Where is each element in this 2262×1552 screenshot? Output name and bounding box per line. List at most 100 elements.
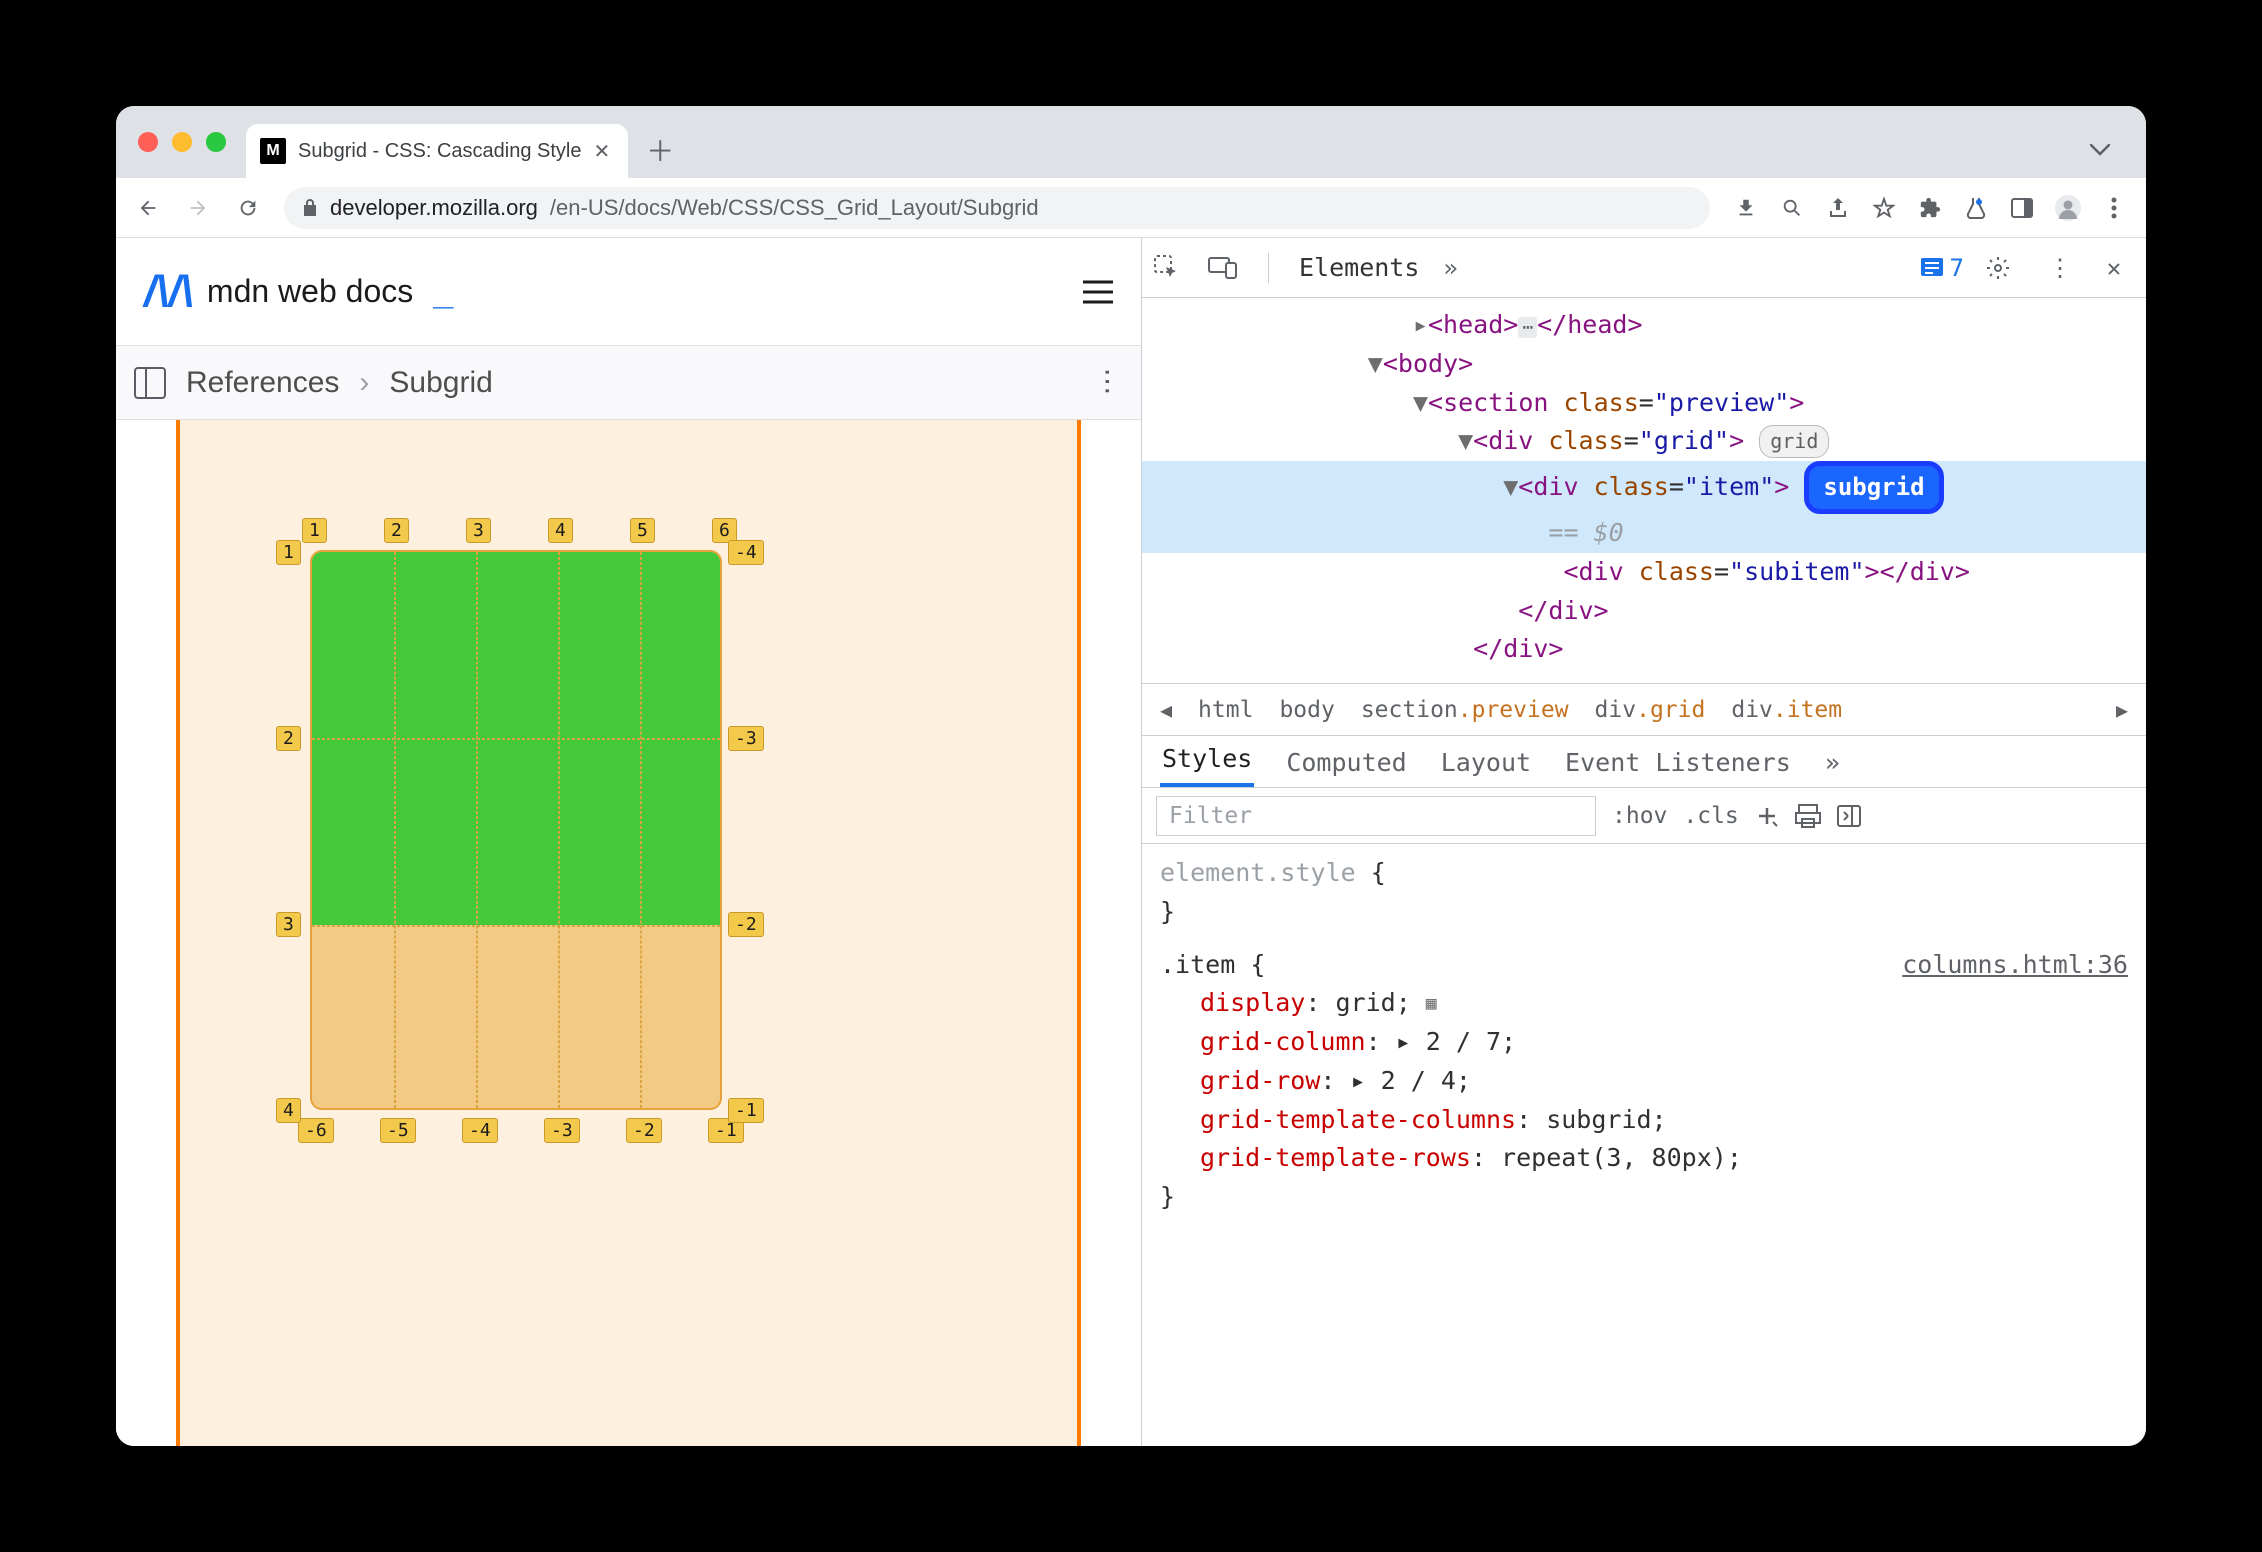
labs-icon[interactable] xyxy=(1954,186,1998,230)
crumb-more-icon[interactable]: ⋯ xyxy=(1092,368,1125,398)
browser-tab[interactable]: M Subgrid - CSS: Cascading Style ✕ xyxy=(246,124,628,178)
styles-tab[interactable]: Styles xyxy=(1160,744,1254,787)
grid-line-label: -2 xyxy=(728,912,764,937)
styles-filter-input[interactable]: Filter xyxy=(1156,796,1596,836)
more-style-tabs-icon[interactable]: » xyxy=(1823,748,1842,787)
url-host: developer.mozilla.org xyxy=(330,195,538,221)
bookmark-icon[interactable] xyxy=(1862,186,1906,230)
elements-tab[interactable]: Elements xyxy=(1289,253,1429,282)
css-declaration[interactable]: grid-template-rows: repeat(3, 80px); xyxy=(1160,1139,2128,1178)
sidebar-toggle-icon[interactable] xyxy=(134,367,166,399)
hov-button[interactable]: :hov xyxy=(1612,803,1667,829)
crumb-subgrid[interactable]: Subgrid xyxy=(389,366,492,400)
dom-breadcrumb[interactable]: ◀ html body section.preview div.grid div… xyxy=(1142,684,2146,736)
computed-sidebar-icon[interactable] xyxy=(1837,805,1861,827)
lock-icon xyxy=(302,198,318,218)
issues-badge[interactable]: 7 xyxy=(1912,251,1972,285)
device-toggle-icon[interactable] xyxy=(1208,257,1248,279)
grid-line-label: -4 xyxy=(728,540,764,565)
computed-tab[interactable]: Computed xyxy=(1284,748,1408,787)
grid-line-label: -1 xyxy=(728,1098,764,1123)
print-media-button[interactable] xyxy=(1795,804,1821,828)
forward-button[interactable] xyxy=(176,186,220,230)
mdn-header: /\/\ mdn web docs _ xyxy=(116,238,1141,346)
back-button[interactable] xyxy=(126,186,170,230)
devtools-menu-icon[interactable]: ⋮ xyxy=(2040,254,2080,282)
css-declaration[interactable]: grid-template-columns: subgrid; xyxy=(1160,1101,2128,1140)
favicon: M xyxy=(260,138,286,164)
tabs-menu-button[interactable] xyxy=(2078,128,2122,172)
zoom-icon[interactable] xyxy=(1770,186,1814,230)
grid-line-label: 5 xyxy=(630,518,655,543)
crumb-html[interactable]: html xyxy=(1198,697,1253,723)
subgrid-badge[interactable]: subgrid xyxy=(1804,461,1943,514)
grid-line-label: 2 xyxy=(276,726,301,751)
toolbar-actions xyxy=(1724,186,2136,230)
grid-line-label: -3 xyxy=(544,1118,580,1143)
sidepanel-icon[interactable] xyxy=(2000,186,2044,230)
grid-item-box xyxy=(310,550,722,1110)
page-pane: /\/\ mdn web docs _ References › Subgrid… xyxy=(116,238,1141,1446)
mdn-logo-text: mdn web docs xyxy=(207,273,413,310)
close-tab-icon[interactable]: ✕ xyxy=(593,139,610,164)
tab-strip: M Subgrid - CSS: Cascading Style ✕ ＋ xyxy=(116,106,2146,178)
grid-line-label: -5 xyxy=(380,1118,416,1143)
menu-icon[interactable] xyxy=(2092,186,2136,230)
new-tab-button[interactable]: ＋ xyxy=(638,128,682,172)
grid-line-label: -3 xyxy=(728,726,764,751)
grid-line-label: -6 xyxy=(298,1118,334,1143)
devtools-panel: Elements » 7 ⋮ ✕ ▸<head>⋯</head> ▼<body>… xyxy=(1141,238,2146,1446)
grid-badge[interactable]: grid xyxy=(1759,425,1829,458)
grid-line-label: 4 xyxy=(548,518,573,543)
mdn-caret: _ xyxy=(433,271,453,313)
crumb-next-icon[interactable]: ▶ xyxy=(2116,698,2128,722)
address-bar[interactable]: developer.mozilla.org/en-US/docs/Web/CSS… xyxy=(284,187,1710,229)
grid-line-label: 1 xyxy=(302,518,327,543)
grid-line-label: 3 xyxy=(276,912,301,937)
extensions-icon[interactable] xyxy=(1908,186,1952,230)
close-devtools-icon[interactable]: ✕ xyxy=(2094,254,2134,282)
more-tabs-icon[interactable]: » xyxy=(1443,254,1457,282)
tab-title: Subgrid - CSS: Cascading Style xyxy=(298,140,581,163)
mdn-logo[interactable]: /\/\ mdn web docs _ xyxy=(144,267,453,317)
crumb-section[interactable]: section.preview xyxy=(1361,697,1569,723)
css-declaration[interactable]: grid-row: ▸ 2 / 4; xyxy=(1160,1062,2128,1101)
dom-tree[interactable]: ▸<head>⋯</head> ▼<body> ▼<section class=… xyxy=(1142,298,2146,684)
minimize-window-button[interactable] xyxy=(172,132,192,152)
source-link[interactable]: columns.html:36 xyxy=(1902,946,2128,985)
inspect-icon[interactable] xyxy=(1154,255,1194,281)
grid-demo: 123456-6-5-4-3-2-11234-4-3-2-1 xyxy=(116,420,1141,1446)
reload-button[interactable] xyxy=(226,186,270,230)
crumb-divitem[interactable]: div.item xyxy=(1731,697,1842,723)
share-icon[interactable] xyxy=(1816,186,1860,230)
event-listeners-tab[interactable]: Event Listeners xyxy=(1563,748,1793,787)
maximize-window-button[interactable] xyxy=(206,132,226,152)
breadcrumb: References › Subgrid ⋯ xyxy=(116,346,1141,420)
css-declaration[interactable]: display: grid; ▦ xyxy=(1160,984,2128,1023)
close-window-button[interactable] xyxy=(138,132,158,152)
layout-tab[interactable]: Layout xyxy=(1439,748,1533,787)
crumb-references[interactable]: References xyxy=(186,366,339,400)
profile-icon[interactable] xyxy=(2046,186,2090,230)
grid-line-label: -2 xyxy=(626,1118,662,1143)
crumb-prev-icon[interactable]: ◀ xyxy=(1160,698,1172,722)
new-style-button[interactable] xyxy=(1755,804,1779,828)
grid-line-label: -4 xyxy=(462,1118,498,1143)
selected-dom-node[interactable]: ▼<div class="item"> subgrid xyxy=(1142,461,2146,514)
browser-toolbar: developer.mozilla.org/en-US/docs/Web/CSS… xyxy=(116,178,2146,238)
settings-icon[interactable] xyxy=(1986,256,2026,280)
traffic-lights xyxy=(138,132,226,152)
cls-button[interactable]: .cls xyxy=(1683,803,1738,829)
styles-toolbar: Filter :hov .cls xyxy=(1142,788,2146,844)
styles-tabs: Styles Computed Layout Event Listeners » xyxy=(1142,736,2146,788)
grid-line-label: 1 xyxy=(276,540,301,565)
css-declaration[interactable]: grid-column: ▸ 2 / 7; xyxy=(1160,1023,2128,1062)
hamburger-menu[interactable] xyxy=(1083,280,1113,304)
crumb-separator: › xyxy=(359,366,369,400)
grid-line-label: 3 xyxy=(466,518,491,543)
install-icon[interactable] xyxy=(1724,186,1768,230)
crumb-body[interactable]: body xyxy=(1279,697,1334,723)
mdn-mark-icon: /\/\ xyxy=(144,267,193,317)
styles-body[interactable]: element.style { } columns.html:36.item {… xyxy=(1142,844,2146,1446)
crumb-divgrid[interactable]: div.grid xyxy=(1595,697,1706,723)
